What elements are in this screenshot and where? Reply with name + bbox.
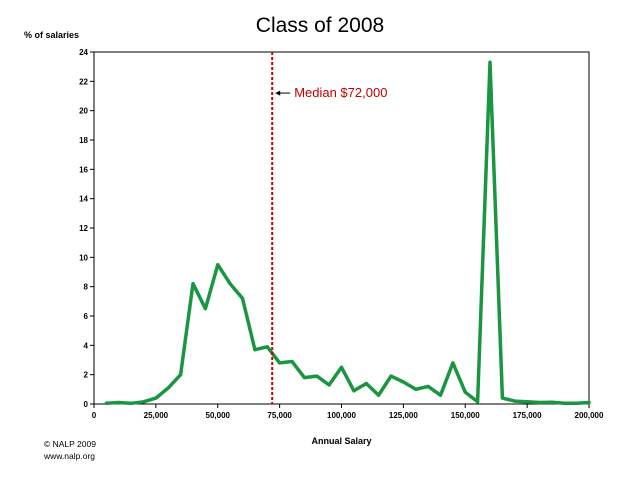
data-point	[575, 401, 579, 405]
data-point	[451, 361, 455, 365]
x-tick-label: 100,000	[327, 411, 356, 420]
data-point	[166, 386, 170, 390]
data-point	[315, 374, 319, 378]
data-point	[216, 263, 220, 267]
y-tick-label: 24	[79, 48, 88, 57]
data-point	[339, 365, 344, 369]
y-tick-label: 16	[79, 165, 88, 174]
y-axis-label: % of salaries	[24, 30, 80, 40]
y-tick-label: 20	[79, 107, 88, 116]
chart-title: Class of 2008	[255, 14, 385, 37]
data-point	[401, 380, 405, 384]
data-point	[500, 396, 504, 400]
plot-frame	[93, 51, 590, 405]
data-point	[228, 282, 232, 286]
data-point	[278, 361, 282, 365]
data-point	[488, 60, 492, 64]
data-point	[389, 374, 393, 378]
data-point	[463, 390, 467, 394]
x-tick-label: 150,000	[451, 411, 480, 420]
y-tick-label: 10	[79, 253, 88, 262]
x-tick-label: 200,000	[575, 411, 604, 420]
data-point	[104, 401, 108, 405]
y-tick-label: 6	[84, 312, 89, 321]
data-point	[129, 401, 133, 405]
data-point	[302, 376, 306, 380]
y-tick-label: 12	[79, 224, 88, 233]
median-label: Median $72,000	[294, 85, 387, 100]
data-point	[179, 373, 183, 377]
footer-url: www.nalp.org	[44, 451, 96, 461]
data-point	[240, 296, 245, 300]
data-point	[562, 401, 566, 405]
x-tick-label: 125,000	[389, 411, 418, 420]
x-ticks: 0 25,000 50,000 75,000 100,000 125,000 150,000…	[92, 404, 604, 420]
data-point	[154, 396, 158, 400]
data-point	[141, 400, 146, 404]
data-point	[203, 307, 207, 311]
series-line	[104, 60, 591, 406]
data-point	[364, 381, 368, 386]
data-point	[550, 400, 554, 404]
data-point	[426, 384, 430, 388]
x-tick-label: 75,000	[267, 411, 292, 420]
data-point	[476, 400, 480, 404]
data-point	[537, 400, 542, 405]
axes	[93, 51, 590, 405]
y-tick-label: 4	[84, 341, 89, 350]
y-tick-label: 0	[84, 400, 89, 409]
data-point	[290, 359, 294, 364]
data-point	[377, 393, 381, 397]
data-point	[117, 400, 121, 405]
data-point	[438, 393, 443, 397]
x-tick-label: 25,000	[144, 411, 169, 420]
median-annotation-group: Median $72,000	[271, 52, 387, 404]
data-point	[191, 282, 195, 286]
copyright-text: © NALP 2009	[44, 439, 96, 449]
x-tick-label: 0	[92, 411, 97, 420]
y-tick-label: 8	[84, 283, 89, 292]
data-point	[414, 387, 418, 391]
x-tick-label: 175,000	[513, 411, 542, 420]
y-tick-label: 14	[79, 195, 88, 204]
y-tick-label: 18	[79, 136, 88, 145]
y-tick-label: 22	[79, 77, 88, 86]
median-arrowhead	[275, 90, 281, 96]
data-point	[327, 383, 331, 387]
series-group	[104, 60, 591, 406]
data-point	[513, 399, 517, 403]
data-point	[352, 389, 356, 393]
x-tick-label: 50,000	[206, 411, 231, 420]
data-point	[587, 400, 591, 405]
data-point	[253, 348, 257, 352]
data-point	[265, 345, 269, 349]
x-axis-title: Annual Salary	[311, 436, 371, 446]
y-tick-label: 2	[84, 371, 89, 380]
footer: © NALP 2009 www.nalp.org	[44, 438, 96, 462]
data-point	[525, 400, 529, 404]
